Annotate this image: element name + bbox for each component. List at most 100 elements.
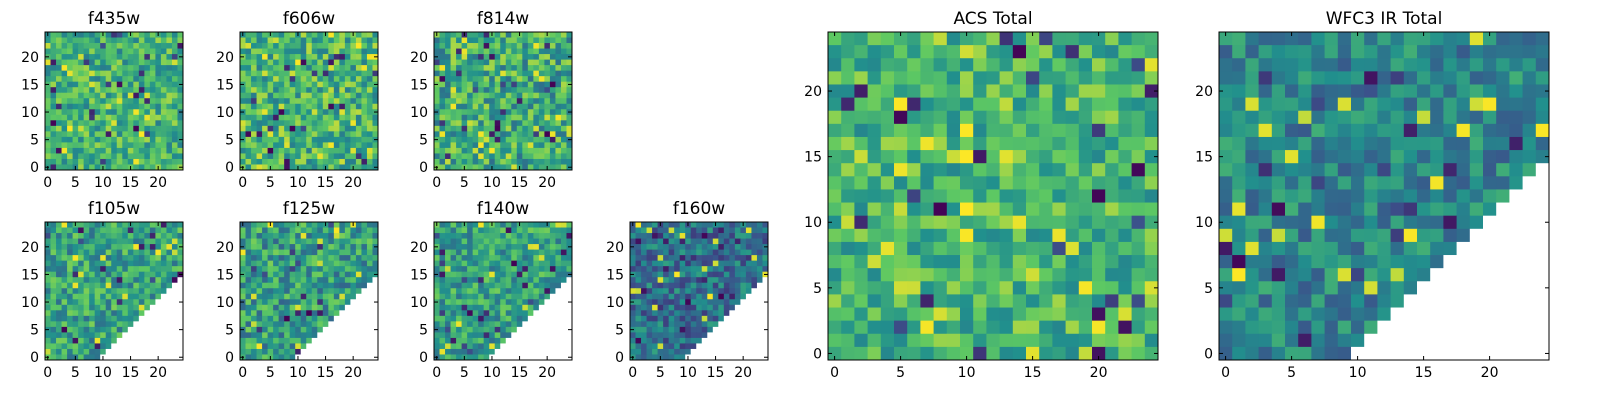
heatmap-cell [50,98,57,105]
heatmap-cell [61,37,68,44]
heatmap-cell [317,260,324,267]
heatmap-cell [160,70,167,77]
heatmap-cell [920,45,934,59]
heatmap-cell [171,65,178,72]
heatmap-cell [355,131,362,138]
heatmap-cell [478,147,485,154]
heatmap-cell [322,153,329,160]
heatmap-cell [712,321,719,328]
heatmap-cell [566,288,573,295]
heatmap-cell [1012,97,1027,112]
heatmap-cell [549,293,556,300]
heatmap-cell [489,147,496,154]
heatmap-cell [50,304,57,311]
heatmap-cell [166,120,173,127]
heatmap-cell [166,76,173,83]
heatmap-cell [511,337,518,344]
heatmap-cell [867,136,882,151]
heatmap-cell [467,354,474,361]
heatmap-cell [635,293,642,300]
heatmap-cell [116,282,123,289]
heatmap-cell [83,326,90,333]
heatmap-cell [127,293,134,300]
heatmap-cell [322,337,329,344]
heatmap-cell [328,76,335,83]
heatmap-cell [657,337,664,344]
heatmap-cell [494,125,501,132]
heatmap-cell [72,277,79,284]
heatmap-cell [144,282,151,289]
heatmap-cell [83,244,90,250]
heatmap-cell [67,37,73,44]
heatmap-cell [278,271,285,278]
heatmap-cell [439,59,446,66]
heatmap-cell [116,164,123,171]
heatmap-cell [544,59,551,66]
heatmap-cell [472,304,479,311]
heatmap-cell [674,310,681,317]
heatmap-cell [361,348,368,355]
heatmap-cell [355,354,362,361]
heatmap-cell [262,98,268,105]
heatmap-cell [646,348,653,355]
heatmap-cell [854,84,868,98]
heatmap-cell [177,321,184,328]
heatmap-cell [361,120,368,127]
heatmap-cell [828,136,842,151]
heatmap-cell [1039,97,1053,112]
heatmap-cell [668,293,675,300]
heatmap-cell [344,98,351,105]
heatmap-cell [83,304,90,311]
heatmap-cell [690,266,697,273]
heatmap-cell [256,321,263,328]
heatmap-cell [986,150,1000,164]
heatmap-cell [67,321,73,328]
heatmap-cell [72,81,79,88]
heatmap-cell [762,343,769,350]
heatmap-cell [317,87,324,94]
heatmap-cell [960,45,974,59]
heatmap-cell [300,98,307,105]
heatmap-cell [522,92,529,99]
heatmap-cell [89,315,96,322]
heatmap-cell [240,43,246,49]
heatmap-cell [284,337,291,344]
heatmap-cell [478,164,485,171]
heatmap-cell [289,271,296,278]
heatmap-cell [560,321,567,328]
heatmap-cell [171,98,178,105]
heatmap-cell [295,158,302,165]
heatmap-cell [1092,215,1106,230]
heatmap-cell [505,222,512,228]
heatmap-cell [45,87,51,94]
heatmap-cell [472,37,479,44]
heatmap-cell [516,114,523,121]
heatmap-cell [505,158,512,165]
heatmap-cell [155,277,162,284]
heatmap-cell [533,222,540,228]
heatmap-cell [456,114,462,121]
heatmap-cell [560,37,567,44]
heatmap-cell [311,153,318,160]
axes-frame [433,31,573,171]
heatmap-cell [100,92,107,99]
x-tick-label: 5 [460,365,469,381]
heatmap-cell [663,299,670,306]
heatmap-cell [467,260,474,267]
heatmap-cell [718,238,725,245]
heatmap-cell [718,337,725,344]
heatmap-cell [522,326,529,333]
heatmap-cell [973,32,987,46]
x-tick-label: 15 [707,365,725,381]
heatmap-cell [67,288,73,295]
heatmap-cell [1105,202,1119,217]
heatmap-cell [527,233,534,239]
heatmap-cell [1052,202,1066,217]
heatmap-cell [240,238,246,245]
heatmap-cell [668,260,675,267]
heatmap-cell [946,123,961,138]
heatmap-cell [483,348,490,355]
heatmap-cell [478,326,485,333]
heatmap-cell [646,255,653,262]
